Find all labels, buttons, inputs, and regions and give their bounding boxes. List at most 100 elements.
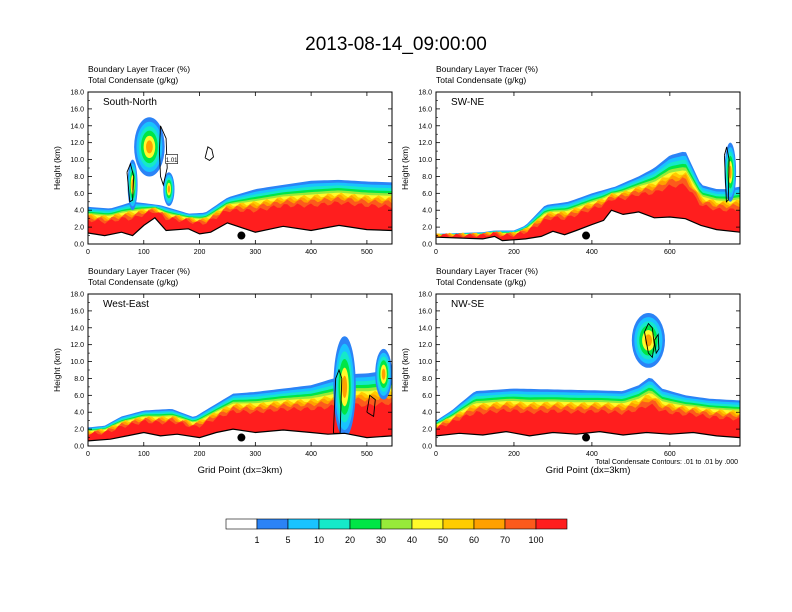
condensate-contour-0 [723,146,730,203]
panel-title-condensate: Total Condensate (g/kg) [436,277,526,287]
y-tick-label: 2.0 [74,225,84,232]
y-tick-label: 18.0 [70,90,84,97]
colorbar-swatch [349,518,382,530]
panel-title-condensate: Total Condensate (g/kg) [88,75,178,85]
y-tick-label: 0.0 [422,444,432,451]
y-tick-label: 12.0 [70,342,84,349]
colorbar-swatch [256,518,289,530]
colorbar-label: 1 [254,535,259,545]
panel-south-north: 1.01 0.0 2.0 4.0 6.0 8.0 10.0 12.0 14.0 16.0 18.0 0… [52,64,393,256]
condensate-contour-0 [204,146,214,161]
x-tick-label: 0 [434,451,438,458]
y-tick-label: 12.0 [70,140,84,147]
y-tick-label: 16.0 [70,308,84,315]
x-axis-label: Grid Point (dx=3km) [198,465,283,476]
x-tick-label: 200 [194,451,206,458]
colorbar-label: 5 [285,535,290,545]
y-tick-label: 0.0 [74,444,84,451]
tracer-field [436,142,740,244]
colorbar-label: 60 [469,535,479,545]
colorbar-swatch [473,518,506,530]
x-tick-label: 100 [138,249,150,256]
x-tick-label: 400 [305,249,317,256]
x-tick-label: 200 [194,249,206,256]
panel-name: West-East [103,299,149,310]
colorbar-swatch [287,518,320,530]
y-tick-label: 10.0 [70,157,84,164]
y-tick-label: 16.0 [418,106,432,113]
panel-name: South-North [103,97,157,108]
colorbar-label: 50 [438,535,448,545]
x-tick-label: 0 [434,249,438,256]
plume-1-band-8 [381,368,386,380]
tracer-field [88,336,392,446]
terrain-line [436,209,740,242]
panel-title-tracer: Boundary Layer Tracer (%) [88,64,190,74]
panel-west-east: 0.0 2.0 4.0 6.0 8.0 10.0 12.0 14.0 16.0 18.0 0 100 2… [52,266,393,476]
condensate-contour-1 [158,125,168,187]
colorbar-label: 100 [528,535,543,545]
y-tick-label: 4.0 [422,208,432,215]
terrain-line [88,217,392,237]
y-tick-label: 4.0 [74,410,84,417]
panels: 1.01 0.0 2.0 4.0 6.0 8.0 10.0 12.0 14.0 16.0 18.0 0… [52,64,741,476]
y-tick-label: 0.0 [74,242,84,249]
y-tick-label: 10.0 [418,157,432,164]
y-tick-label: 10.0 [70,359,84,366]
colorbar-label: 40 [407,535,417,545]
y-tick-label: 18.0 [418,292,432,299]
x-tick-label: 600 [664,451,676,458]
panel-title-condensate: Total Condensate (g/kg) [436,75,526,85]
x-tick-label: 400 [586,249,598,256]
x-tick-label: 300 [249,451,261,458]
y-tick-label: 6.0 [74,393,84,400]
condensate-contour-2 [126,162,135,203]
colorbar-swatch [535,518,568,530]
y-tick-label: 10.0 [418,359,432,366]
x-tick-label: 500 [361,249,373,256]
colorbar-swatch [318,518,351,530]
x-tick-label: 200 [508,249,520,256]
colorbar-label: 10 [314,535,324,545]
colorbar-label: 30 [376,535,386,545]
y-tick-label: 6.0 [422,393,432,400]
y-axis-label: Height (km) [400,146,410,190]
panel-name: NW-SE [451,299,484,310]
y-tick-label: 18.0 [418,90,432,97]
contour-label: 1.01 [166,158,178,164]
y-tick-label: 4.0 [74,208,84,215]
x-tick-label: 400 [305,451,317,458]
plume-0-band-8 [729,165,732,179]
colorbar: 1 5 10 20 30 40 50 60 70 100 [225,518,568,545]
colorbar-label: 70 [500,535,510,545]
y-tick-label: 18.0 [70,292,84,299]
colorbar-swatch [380,518,413,530]
y-tick-label: 4.0 [422,410,432,417]
y-tick-label: 14.0 [418,123,432,130]
colorbar-label: 20 [345,535,355,545]
panel-title-tracer: Boundary Layer Tracer (%) [436,266,538,276]
y-axis-label: Height (km) [52,348,62,392]
plume-0-band-8 [342,375,348,398]
panel-sw-ne: 0.0 2.0 4.0 6.0 8.0 10.0 12.0 14.0 16.0 18.0 0 200 4… [400,64,741,256]
y-tick-label: 8.0 [422,376,432,383]
contour-note: Total Condensate Contours: .01 to .01 by… [595,459,738,466]
location-marker [237,231,246,240]
x-tick-label: 200 [508,451,520,458]
y-tick-label: 12.0 [418,342,432,349]
y-tick-label: 8.0 [422,174,432,181]
y-tick-label: 6.0 [74,191,84,198]
y-tick-label: 16.0 [70,106,84,113]
tracer-field [436,313,740,446]
y-tick-label: 8.0 [74,376,84,383]
location-marker [582,433,591,442]
y-tick-label: 0.0 [422,242,432,249]
y-tick-label: 14.0 [418,325,432,332]
figure-title: 2013-08-14_09:00:00 [305,34,487,55]
panel-title-tracer: Boundary Layer Tracer (%) [436,64,538,74]
ground [88,217,392,244]
tracer-field [88,117,392,244]
colorbar-swatch [504,518,537,530]
panel-name: SW-NE [451,97,484,108]
